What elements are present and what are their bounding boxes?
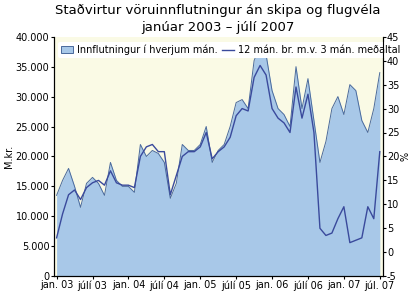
Legend: Innflutningur í hverjum mán., 12 mán. br. m.v. 3 mán. meðaltal: Innflutningur í hverjum mán., 12 mán. br…	[59, 42, 403, 58]
Y-axis label: M.kr.: M.kr.	[4, 145, 14, 168]
Title: Staðvirtur vöruinnflutningur án skipa og flugvéla
janúar 2003 – júlí 2007: Staðvirtur vöruinnflutningur án skipa og…	[56, 4, 381, 34]
Y-axis label: %: %	[401, 152, 411, 161]
